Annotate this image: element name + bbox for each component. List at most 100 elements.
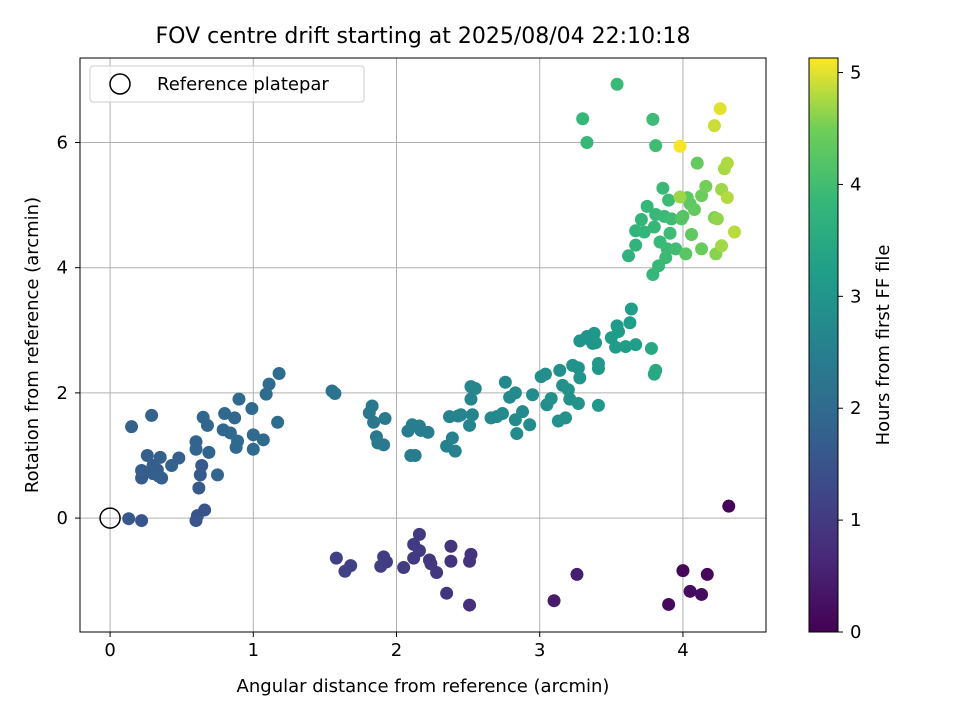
data-point bbox=[673, 190, 687, 204]
data-point bbox=[232, 392, 246, 406]
data-point bbox=[454, 408, 468, 422]
colorbar-tick-label: 0 bbox=[850, 622, 861, 643]
legend-box bbox=[89, 65, 365, 103]
data-point bbox=[647, 220, 661, 234]
data-point bbox=[510, 427, 524, 441]
data-point bbox=[445, 431, 459, 445]
data-point bbox=[591, 356, 605, 370]
data-point bbox=[516, 405, 530, 419]
data-point bbox=[547, 594, 561, 608]
data-point bbox=[707, 119, 721, 133]
data-point bbox=[558, 411, 572, 425]
data-point bbox=[508, 386, 522, 400]
x-axis: 0 1 2 3 4 bbox=[104, 632, 689, 661]
x-tick-label: 0 bbox=[104, 640, 115, 661]
data-point bbox=[611, 325, 625, 339]
data-point bbox=[246, 442, 260, 456]
data-point bbox=[498, 375, 512, 389]
data-point bbox=[623, 316, 637, 330]
data-point bbox=[609, 340, 623, 354]
data-point bbox=[125, 420, 139, 434]
data-point bbox=[172, 451, 186, 465]
data-point bbox=[580, 136, 594, 150]
data-point bbox=[722, 499, 736, 513]
data-point bbox=[422, 553, 436, 567]
y-axis-label: Rotation from reference (arcmin) bbox=[22, 197, 43, 493]
data-point bbox=[649, 139, 663, 153]
data-point bbox=[135, 464, 149, 478]
data-point bbox=[713, 102, 727, 116]
data-point bbox=[135, 514, 149, 528]
data-point bbox=[699, 179, 713, 193]
data-point bbox=[571, 361, 585, 375]
data-point bbox=[122, 512, 136, 526]
data-point bbox=[338, 564, 352, 578]
colorbar-tick-label: 4 bbox=[850, 174, 861, 195]
data-point bbox=[720, 156, 734, 170]
data-point bbox=[700, 567, 714, 581]
data-point bbox=[407, 537, 421, 551]
data-point bbox=[690, 156, 704, 170]
data-point bbox=[140, 448, 154, 462]
legend-entry: Reference platepar bbox=[157, 74, 329, 95]
data-point bbox=[727, 225, 741, 239]
data-point bbox=[673, 139, 687, 153]
data-point bbox=[465, 408, 479, 422]
colorbar-ticks: 0 1 2 3 4 5 bbox=[838, 63, 861, 643]
data-point bbox=[710, 212, 724, 226]
y-tick-label: 4 bbox=[57, 258, 68, 279]
data-point bbox=[155, 471, 169, 485]
data-point bbox=[377, 438, 391, 452]
data-point bbox=[571, 397, 585, 411]
x-tick-label: 2 bbox=[391, 640, 402, 661]
data-point bbox=[463, 598, 477, 612]
data-point bbox=[421, 425, 435, 439]
data-point bbox=[629, 338, 643, 352]
data-point bbox=[619, 340, 633, 354]
data-point bbox=[189, 514, 203, 528]
data-point bbox=[683, 584, 697, 598]
data-point bbox=[463, 418, 477, 432]
data-point bbox=[256, 433, 270, 447]
data-point bbox=[624, 302, 638, 316]
data-point bbox=[189, 442, 203, 456]
reference-platepar-marker bbox=[99, 507, 121, 529]
data-point bbox=[644, 341, 658, 355]
data-point bbox=[662, 597, 676, 611]
data-point bbox=[663, 226, 677, 240]
y-tick-label: 2 bbox=[57, 383, 68, 404]
data-point bbox=[676, 209, 690, 223]
data-point bbox=[570, 567, 584, 581]
data-points bbox=[99, 77, 741, 612]
colorbar-tick-label: 1 bbox=[850, 510, 861, 531]
data-point bbox=[695, 242, 709, 256]
data-point bbox=[228, 411, 242, 425]
x-tick-label: 1 bbox=[248, 640, 259, 661]
x-axis-label: Angular distance from reference (arcmin) bbox=[237, 676, 610, 697]
data-point bbox=[464, 392, 478, 406]
data-point bbox=[687, 202, 701, 216]
data-point bbox=[272, 366, 286, 380]
data-point bbox=[649, 363, 663, 377]
y-tick-label: 0 bbox=[57, 508, 68, 529]
data-point bbox=[685, 228, 699, 242]
data-point bbox=[192, 481, 206, 495]
data-point bbox=[259, 387, 273, 401]
y-axis: 0 2 4 6 bbox=[57, 133, 80, 529]
data-point bbox=[444, 539, 458, 553]
data-point bbox=[412, 527, 426, 541]
data-point bbox=[576, 112, 590, 126]
y-tick-label: 6 bbox=[57, 133, 68, 154]
data-point bbox=[210, 468, 224, 482]
x-tick-label: 3 bbox=[534, 640, 545, 661]
data-point bbox=[408, 448, 422, 462]
data-point bbox=[669, 242, 683, 256]
plot-area-frame bbox=[79, 57, 767, 633]
data-point bbox=[328, 387, 342, 401]
data-point bbox=[589, 336, 603, 350]
data-point bbox=[145, 408, 159, 422]
data-point bbox=[591, 398, 605, 412]
data-point bbox=[245, 402, 259, 416]
data-point bbox=[231, 434, 245, 448]
